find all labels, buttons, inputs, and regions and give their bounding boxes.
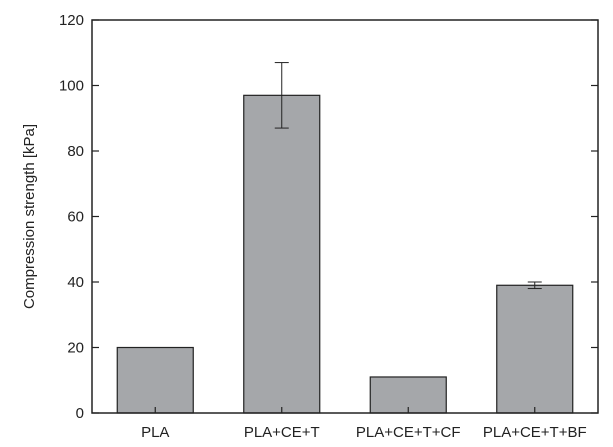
y-tick-label: 60 [67,209,84,226]
bars-layer [116,94,574,414]
x-ticks-layer: PLA PLA+CE+T PLA+CE+T+CF PLA+CE+T+BF [141,407,587,441]
bar [116,346,194,414]
x-tick-label: PLA+CE+T+BF [483,424,587,441]
bar [369,376,447,414]
y-tick-label: 100 [59,78,84,95]
error-bars-layer [274,62,542,290]
x-tick-label: PLA+CE+T+CF [356,424,461,441]
x-tick-label: PLA+CE+T [244,424,320,441]
y-tick-label: 80 [67,143,84,160]
y-tick-label: 40 [67,274,84,291]
y-tick-label: 20 [67,340,84,357]
x-tick-label: PLA [141,424,169,441]
y-axis-label: Compression strength [kPa] [21,124,38,309]
bar [496,284,574,414]
bar [243,94,321,414]
y-ticks-layer: 0 20 40 60 80 100 120 [59,12,598,422]
y-tick-label: 120 [59,12,84,29]
y-tick-label: 0 [76,405,84,422]
